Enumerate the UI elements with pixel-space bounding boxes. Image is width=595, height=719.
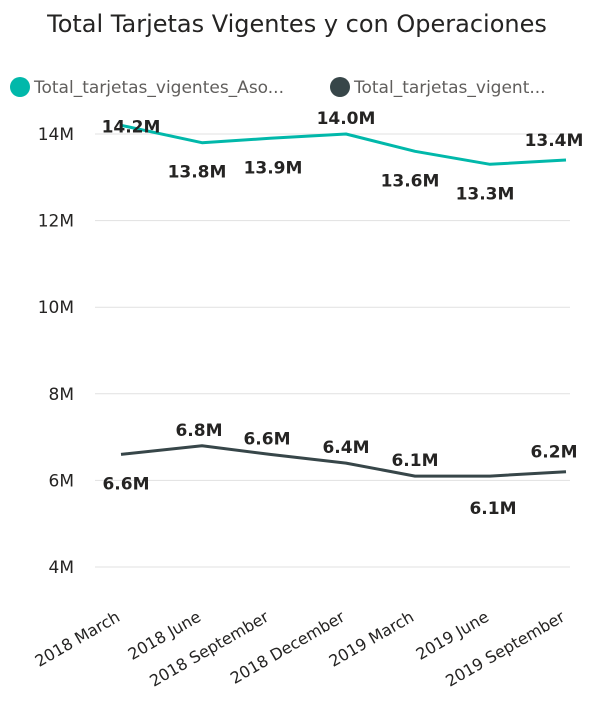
x-tick-label: 2018 March (32, 607, 123, 671)
data-labels: 14.2M 13.8M 13.9M 14.0M 13.6M 13.3M 13.4M 6.6M 6… (102, 109, 584, 519)
data-label: 14.2M (102, 117, 161, 137)
y-tick-label: 14M (38, 125, 74, 145)
data-label: 13.6M (381, 171, 440, 191)
data-label: 13.8M (168, 163, 227, 183)
legend-item-1[interactable]: Total_tarjetas_vigentes_Aso... (10, 77, 284, 98)
legend-item-2[interactable]: Total_tarjetas_vigent... (330, 77, 546, 98)
y-tick-label: 12M (38, 212, 74, 232)
y-axis: 4M 6M 8M 10M 12M 14M (38, 125, 74, 578)
legend-marker-2 (330, 77, 350, 97)
y-tick-label: 4M (49, 558, 74, 578)
legend-label-1: Total_tarjetas_vigentes_Aso... (33, 78, 284, 98)
data-label: 6.6M (243, 429, 290, 449)
data-label: 13.9M (244, 158, 303, 178)
data-label: 6.1M (391, 451, 438, 471)
data-label: 6.4M (322, 438, 369, 458)
series-line-1[interactable] (120, 123, 567, 166)
y-tick-label: 8M (49, 385, 74, 405)
data-label: 6.8M (175, 421, 222, 441)
legend-label-2: Total_tarjetas_vigent... (353, 78, 546, 98)
legend-marker-1 (10, 77, 30, 97)
y-tick-label: 10M (38, 298, 74, 318)
y-tick-label: 6M (49, 471, 74, 491)
data-label: 6.6M (102, 474, 149, 494)
series-lines[interactable] (120, 123, 567, 478)
chart-title: Total Tarjetas Vigentes y con Operacione… (46, 10, 547, 38)
data-label: 13.3M (456, 184, 515, 204)
series-line-2[interactable] (120, 444, 567, 478)
chart-legend[interactable]: Total_tarjetas_vigentes_Aso... Total_tarj… (10, 77, 546, 98)
data-label: 6.2M (530, 443, 577, 463)
data-label: 14.0M (317, 109, 376, 129)
data-label: 13.4M (525, 131, 584, 151)
data-label: 6.1M (469, 499, 516, 519)
